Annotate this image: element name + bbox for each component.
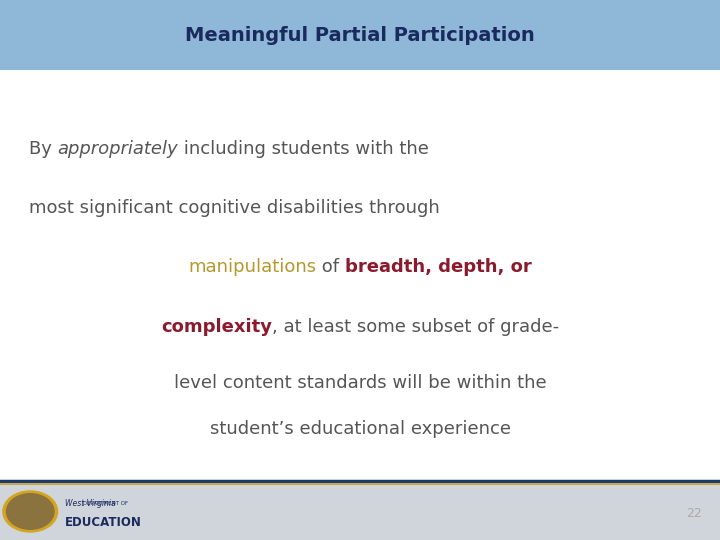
Circle shape	[6, 494, 54, 529]
Text: EDUCATION: EDUCATION	[65, 516, 142, 529]
Text: most significant cognitive disabilities through: most significant cognitive disabilities …	[29, 199, 439, 217]
Text: West Virginia: West Virginia	[65, 498, 115, 508]
FancyBboxPatch shape	[0, 0, 720, 70]
Text: Meaningful Partial Participation: Meaningful Partial Participation	[185, 25, 535, 45]
FancyBboxPatch shape	[0, 481, 720, 540]
Text: 22: 22	[686, 507, 702, 520]
Text: including students with the: including students with the	[178, 139, 429, 158]
Text: of: of	[316, 258, 345, 276]
Text: , at least some subset of grade-: , at least some subset of grade-	[272, 318, 559, 336]
Text: appropriately: appropriately	[58, 139, 178, 158]
Text: manipulations: manipulations	[188, 258, 316, 276]
Text: By: By	[29, 139, 58, 158]
Text: student’s educational experience: student’s educational experience	[210, 420, 510, 438]
Text: level content standards will be within the: level content standards will be within t…	[174, 374, 546, 393]
Text: complexity: complexity	[161, 318, 272, 336]
Text: breadth, depth, or: breadth, depth, or	[345, 258, 532, 276]
Text: DEPARTMENT OF: DEPARTMENT OF	[81, 501, 127, 505]
Circle shape	[3, 491, 58, 532]
